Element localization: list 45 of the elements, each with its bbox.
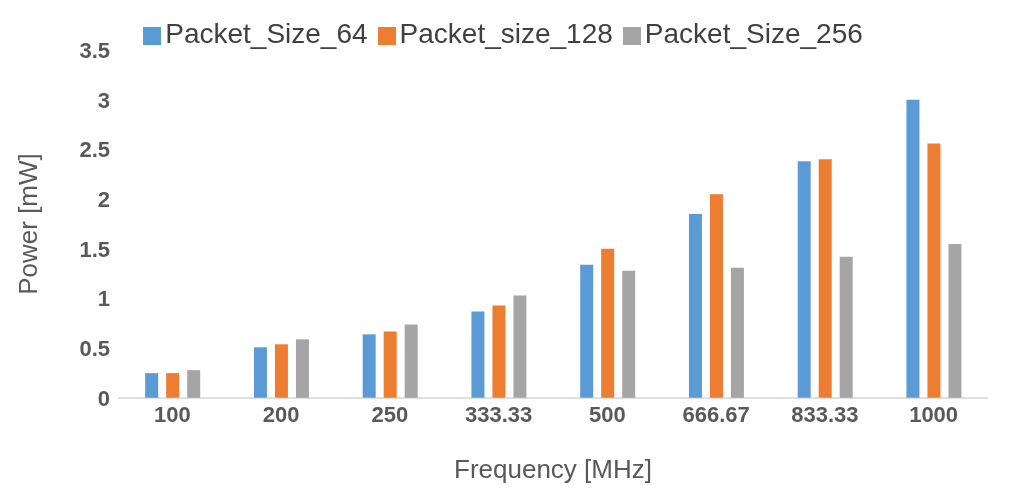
legend-label: Packet_Size_256: [644, 18, 863, 49]
bar: [839, 256, 853, 398]
x-tick-label: 666.67: [682, 401, 750, 427]
legend-label: Packet_size_128: [399, 18, 613, 49]
bar: [274, 344, 288, 398]
y-tick-label: 3.5: [79, 37, 110, 63]
bar: [253, 347, 267, 398]
y-tick-label: 0: [97, 385, 110, 411]
bar: [471, 311, 485, 398]
y-axis-title: Power [mW]: [13, 153, 44, 295]
bar: [709, 194, 723, 398]
bar: [688, 214, 702, 398]
x-tick-label: 833.33: [791, 401, 859, 427]
bar: [492, 305, 506, 398]
y-tick-label: 1: [97, 286, 110, 312]
bar: [383, 331, 397, 398]
bar: [166, 373, 180, 398]
bar: [948, 243, 962, 398]
bar: [404, 324, 418, 398]
bar: [818, 159, 832, 398]
bar: [906, 99, 920, 398]
x-tick-label: 500: [589, 401, 626, 427]
x-tick-label: 100: [154, 401, 191, 427]
bar: [730, 267, 744, 398]
y-tick-label: 1.5: [79, 236, 110, 262]
x-tick-label: 333.33: [464, 401, 533, 427]
x-tick-label: 1000: [909, 401, 959, 427]
bar: [622, 270, 636, 398]
bar: [362, 334, 376, 398]
x-axis-title: Frequency [MHz]: [454, 454, 652, 484]
bar: [295, 339, 309, 398]
bar: [927, 143, 941, 398]
y-tick-label: 2.5: [79, 137, 110, 163]
bar: [145, 373, 159, 398]
bar: [580, 264, 594, 398]
legend-label: Packet_Size_64: [165, 18, 368, 49]
x-tick-label: 200: [262, 401, 300, 427]
y-tick-label: 3: [97, 87, 110, 113]
y-tick-label: 2: [97, 186, 110, 212]
y-tick-label: 0.5: [79, 336, 110, 362]
bar: [187, 370, 201, 398]
bar: [601, 248, 615, 398]
bar: [513, 295, 527, 398]
x-tick-label: 250: [371, 401, 409, 427]
bar: [797, 161, 811, 398]
